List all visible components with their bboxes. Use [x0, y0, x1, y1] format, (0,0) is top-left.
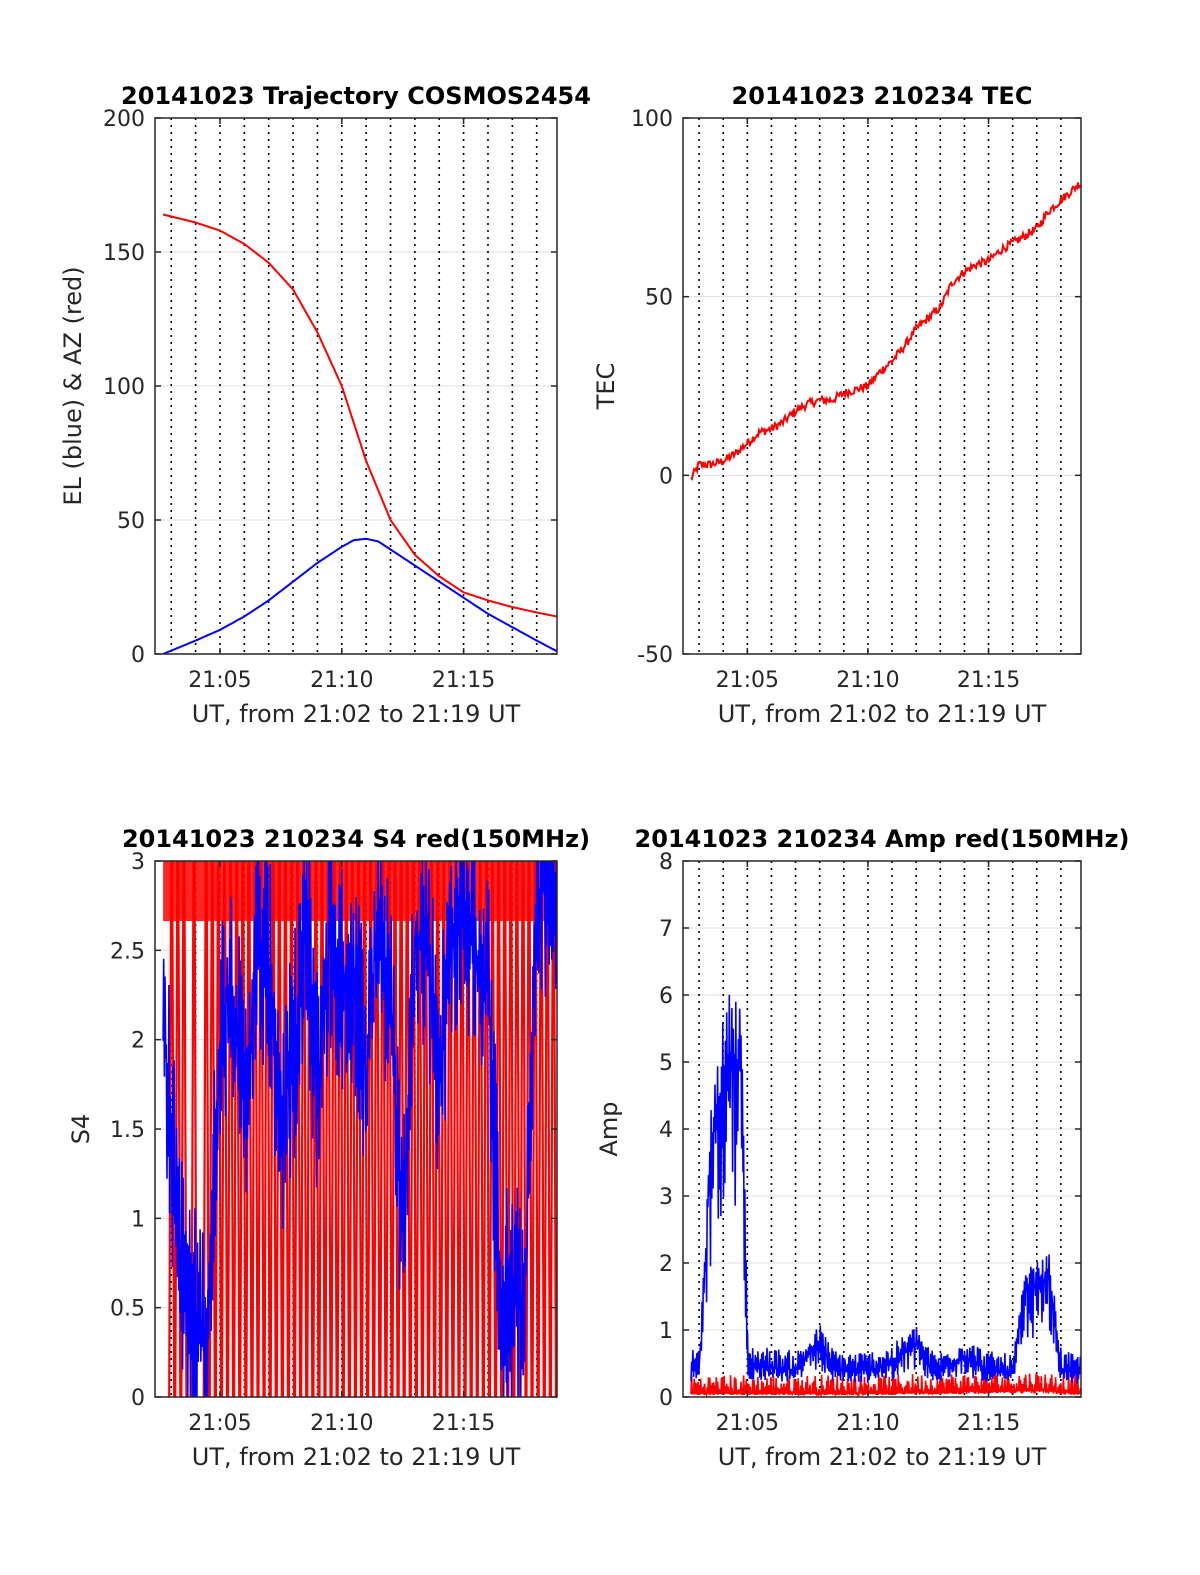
- y-tick-label: 50: [117, 509, 145, 534]
- y-axis-label: Amp: [595, 1101, 623, 1156]
- y-axis-label: EL (blue) & AZ (red): [59, 266, 87, 505]
- y-tick-label: 1: [659, 1319, 673, 1344]
- y-tick-label: 5: [659, 1051, 673, 1076]
- chart-title: 20141023 210234 S4 red(150MHz): [122, 825, 590, 853]
- y-tick-label: 7: [659, 917, 673, 942]
- x-tick-label: 21:10: [836, 1411, 899, 1436]
- y-tick-label: 4: [659, 1118, 673, 1143]
- y-tick-label: 150: [103, 241, 145, 266]
- y-tick-label: 0.5: [110, 1297, 145, 1322]
- y-tick-label: 2: [131, 1029, 145, 1054]
- y-tick-label: 200: [103, 107, 145, 132]
- x-tick-label: 21:15: [957, 668, 1020, 693]
- chart-title: 20141023 210234 TEC: [732, 82, 1033, 110]
- series-red-line: [162, 213, 557, 618]
- series-group: [690, 182, 1081, 482]
- y-tick-label: 100: [103, 375, 145, 400]
- y-axis-label: TEC: [592, 363, 620, 411]
- series-red-line: [690, 1373, 1081, 1397]
- y-tick-label: 2.5: [110, 939, 145, 964]
- y-tick-label: 1.5: [110, 1118, 145, 1143]
- x-axis-label: UT, from 21:02 to 21:19 UT: [192, 1443, 521, 1471]
- y-tick-label: 0: [131, 643, 145, 668]
- y-tick-label: 8: [659, 850, 673, 875]
- chart-title: 20141023 210234 Amp red(150MHz): [635, 825, 1130, 853]
- chart-title: 20141023 Trajectory COSMOS2454: [121, 82, 591, 110]
- y-tick-label: 3: [131, 850, 145, 875]
- y-tick-label: 6: [659, 984, 673, 1009]
- y-tick-label: -50: [637, 643, 673, 668]
- x-tick-label: 21:05: [188, 668, 251, 693]
- y-tick-label: 100: [631, 107, 673, 132]
- series-group: [162, 861, 557, 1397]
- series-blue-line: [162, 861, 557, 1397]
- series-blue-line: [690, 994, 1081, 1384]
- x-tick-label: 21:05: [716, 1411, 779, 1436]
- series-group: [690, 994, 1081, 1397]
- x-tick-label: 21:10: [310, 1411, 373, 1436]
- axes-box: [682, 117, 1082, 655]
- x-tick-label: 21:05: [188, 1411, 251, 1436]
- x-axis-label: UT, from 21:02 to 21:19 UT: [718, 700, 1047, 728]
- x-tick-label: 21:05: [716, 668, 779, 693]
- x-tick-label: 21:15: [957, 1411, 1020, 1436]
- x-tick-label: 21:15: [432, 1411, 495, 1436]
- y-tick-label: 2: [659, 1252, 673, 1277]
- series-red-line: [690, 182, 1081, 482]
- y-tick-label: 1: [131, 1207, 145, 1232]
- chart-s4: 0 0.5 1 1.5 2 2.5 3 21:05 21:10 21:15 20141023 210…: [67, 825, 590, 1471]
- x-tick-label: 21:15: [432, 668, 495, 693]
- chart-trajectory: 0 50 100 150 200 21:05 21:10 21:15 20141023 Traj…: [59, 82, 591, 728]
- y-tick-label: 0: [659, 1386, 673, 1411]
- x-tick-label: 21:10: [836, 668, 899, 693]
- x-axis-label: UT, from 21:02 to 21:19 UT: [718, 1443, 1047, 1471]
- y-tick-label: 50: [645, 286, 673, 311]
- x-tick-label: 21:10: [310, 668, 373, 693]
- x-axis-label: UT, from 21:02 to 21:19 UT: [192, 700, 521, 728]
- y-tick-label: 3: [659, 1185, 673, 1210]
- series-group: [162, 213, 557, 654]
- y-tick-label: 0: [659, 464, 673, 489]
- chart-amp: 0 1 2 3 4 5 6 7 8 21:05 21:10 21:15 20141023 210234 …: [595, 825, 1129, 1471]
- chart-tec: -50 0 50 100 21:05 21:10 21:15 20141023 210234 …: [592, 82, 1082, 728]
- y-tick-label: 0: [131, 1386, 145, 1411]
- series-red-band: [163, 861, 557, 921]
- y-axis-label: S4: [67, 1114, 95, 1145]
- series-blue-line: [162, 537, 557, 654]
